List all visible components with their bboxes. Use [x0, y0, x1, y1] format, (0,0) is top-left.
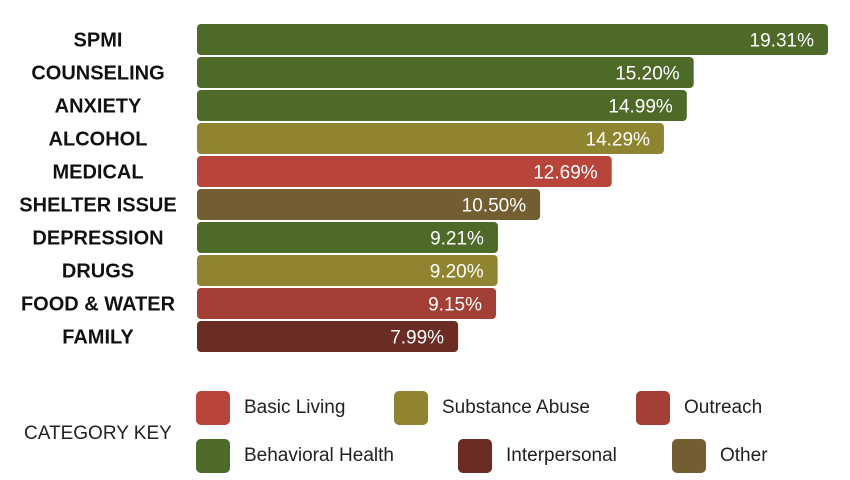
bar-value-label: 9.15%: [428, 295, 482, 316]
category-label: FOOD & WATER: [21, 294, 176, 316]
bar: [197, 123, 664, 154]
bar: [197, 90, 687, 121]
bar: [197, 189, 541, 220]
bar-value-label: 14.99%: [608, 97, 673, 118]
category-label: ANXIETY: [55, 96, 142, 118]
category-label: DEPRESSION: [32, 228, 163, 250]
category-label: FAMILY: [62, 327, 134, 349]
bar: [197, 57, 694, 88]
bar-value-label: 9.20%: [430, 262, 484, 283]
bar: [197, 255, 498, 286]
bar-value-label: 14.29%: [586, 130, 651, 151]
bar-value-label: 9.21%: [430, 229, 484, 250]
category-label: SHELTER ISSUE: [19, 195, 176, 217]
category-label: MEDICAL: [52, 162, 143, 184]
bar: [197, 156, 612, 187]
category-label: DRUGS: [62, 261, 134, 283]
bar-value-label: 7.99%: [390, 328, 444, 349]
bar: [197, 24, 828, 55]
category-label: SPMI: [74, 30, 123, 52]
bar: [197, 222, 498, 253]
bar-value-label: 10.50%: [462, 196, 527, 217]
bar-value-label: 19.31%: [750, 31, 815, 52]
bar: [197, 288, 496, 319]
category-label: ALCOHOL: [49, 129, 148, 151]
bar: [197, 321, 459, 352]
bar-value-label: 12.69%: [533, 163, 598, 184]
bar-value-label: 15.20%: [615, 64, 680, 85]
category-label: COUNSELING: [31, 63, 164, 85]
